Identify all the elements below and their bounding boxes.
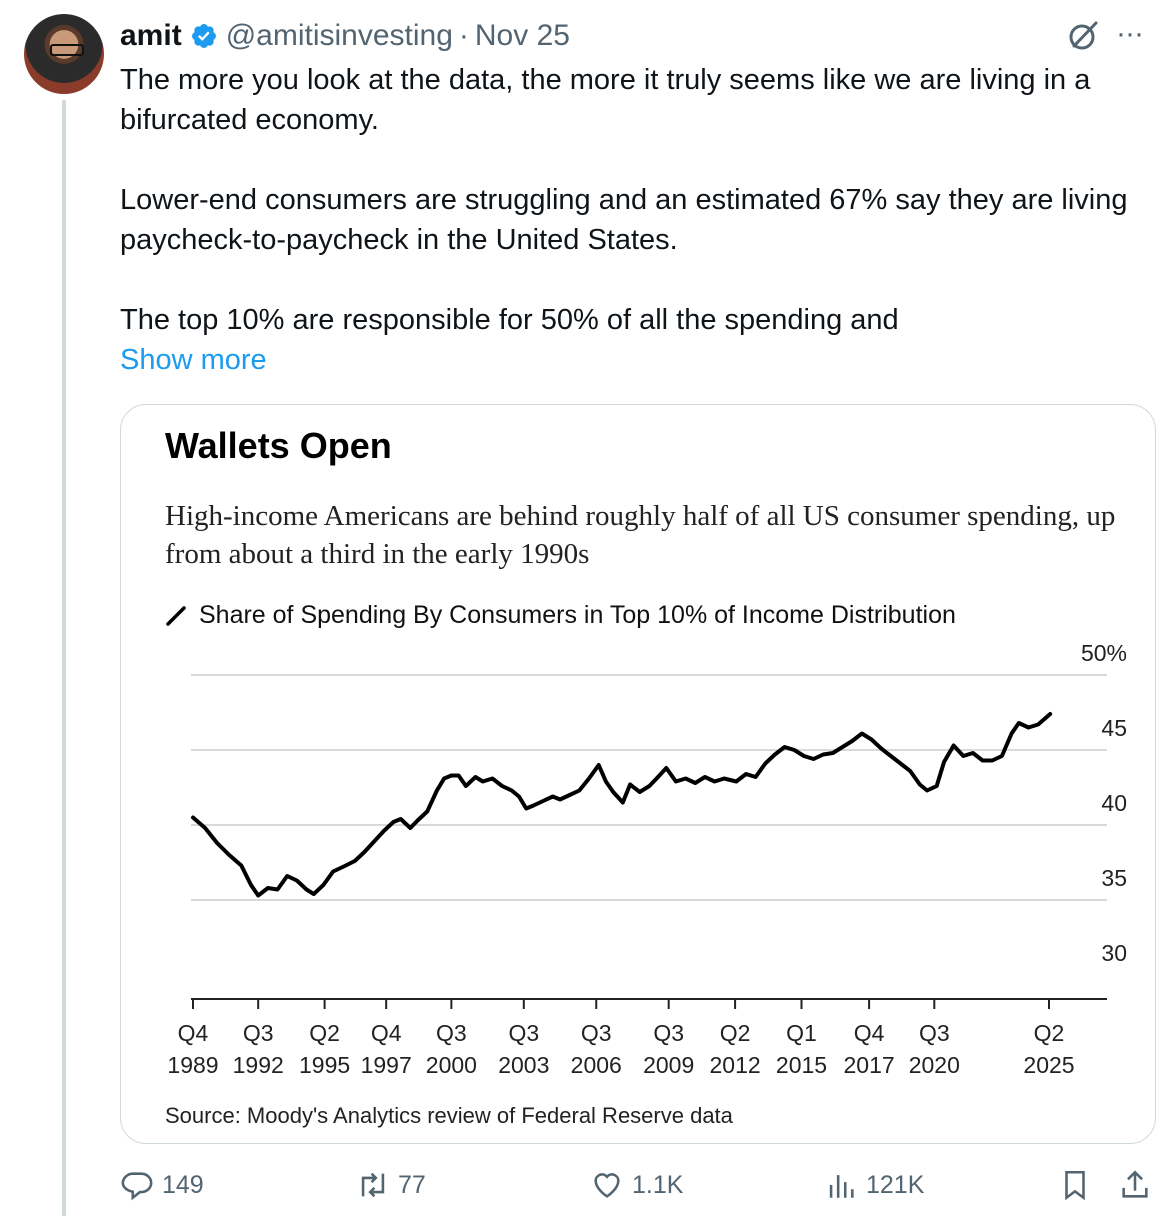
header-separator: · <box>458 19 469 52</box>
chart-source: Source: Moody's Analytics review of Fede… <box>165 1103 733 1128</box>
y-tick-label: 45 <box>1101 715 1127 741</box>
author-handle[interactable]: @amitisinvesting <box>225 19 453 52</box>
grok-icon[interactable] <box>1066 18 1102 54</box>
x-tick-label: Q3 <box>508 1020 539 1046</box>
tweet-paragraph: The top 10% are responsible for 50% of a… <box>120 304 899 336</box>
y-tick-label: 50% <box>1081 640 1127 666</box>
repost-count: 77 <box>398 1170 426 1199</box>
x-tick-label: 1997 <box>361 1052 412 1078</box>
views-button[interactable]: 121K <box>824 1168 924 1202</box>
chart-title: Wallets Open <box>165 425 392 466</box>
author-name[interactable]: amit <box>120 19 182 52</box>
series-line <box>191 712 1053 898</box>
x-tick-label: 2009 <box>643 1052 694 1078</box>
bookmark-icon <box>1065 1170 1085 1201</box>
x-tick-label: 2000 <box>426 1052 477 1078</box>
like-button[interactable]: 1.1K <box>590 1168 683 1202</box>
tweet-header: amit @amitisinvesting · Nov 25 <box>120 16 570 56</box>
x-tick-label: 2017 <box>844 1052 895 1078</box>
avatar-glasses <box>50 44 84 56</box>
x-tick-label: 2015 <box>776 1052 827 1078</box>
share-button[interactable] <box>1118 1168 1160 1202</box>
chart-subtitle: High-income Americans are behind roughly… <box>165 500 1116 570</box>
bookmark-button[interactable] <box>1058 1168 1100 1202</box>
reply-count: 149 <box>162 1170 204 1199</box>
x-tick-label: Q3 <box>653 1020 684 1046</box>
x-tick-label: 1995 <box>299 1052 350 1078</box>
views-count: 121K <box>866 1170 925 1199</box>
x-tick-label: 2025 <box>1023 1052 1074 1078</box>
action-bar: 149 77 1.1K 121K <box>120 1168 1160 1212</box>
x-tick-label: Q4 <box>178 1020 209 1046</box>
y-tick-label: 40 <box>1101 790 1127 816</box>
tweet-paragraph: The more you look at the data, the more … <box>120 64 1091 136</box>
x-tick-label: Q3 <box>919 1020 950 1046</box>
x-tick-label: Q2 <box>1034 1020 1065 1046</box>
x-tick-label: Q3 <box>243 1020 274 1046</box>
reply-button[interactable]: 149 <box>120 1168 204 1202</box>
x-tick-label: 1989 <box>167 1052 218 1078</box>
x-tick-label: Q3 <box>581 1020 612 1046</box>
y-tick-label: 35 <box>1101 865 1127 891</box>
verified-badge-icon <box>191 24 216 48</box>
legend-line-icon <box>166 605 186 626</box>
chart-image-card[interactable]: Wallets Open High-income Americans are b… <box>120 404 1156 1144</box>
x-tick-label: 2012 <box>710 1052 761 1078</box>
like-count: 1.1K <box>632 1170 684 1199</box>
x-tick-label: Q2 <box>309 1020 340 1046</box>
x-tick-label: Q4 <box>854 1020 885 1046</box>
x-tick-label: 2020 <box>909 1052 960 1078</box>
x-tick-label: 1992 <box>233 1052 284 1078</box>
reply-icon <box>121 1172 153 1201</box>
show-more-link[interactable]: Show more <box>120 344 267 376</box>
x-tick-label: Q1 <box>786 1020 817 1046</box>
views-icon <box>829 1175 854 1198</box>
chart-legend: Share of Spending By Consumers in Top 10… <box>165 601 956 630</box>
legend-label: Share of Spending By Consumers in Top 10… <box>199 601 956 629</box>
tweet-text: The more you look at the data, the more … <box>120 60 1160 340</box>
tweet-date[interactable]: Nov 25 <box>474 19 570 52</box>
share-icon <box>1122 1170 1148 1198</box>
avatar[interactable] <box>24 14 104 94</box>
thread-line <box>62 100 66 1216</box>
line-chart: 50% 45 40 35 30 Q4 1989 Q3 1992 Q2 1995 Q4 1997 Q3 200… <box>167 640 1127 1078</box>
more-options-icon[interactable]: ··· <box>1116 17 1144 50</box>
repost-button[interactable]: 77 <box>356 1168 426 1202</box>
tweet-paragraph: Lower-end consumers are struggling and a… <box>120 184 1128 256</box>
y-tick-label: 30 <box>1101 940 1127 966</box>
like-icon <box>594 1173 620 1198</box>
x-tick-label: Q3 <box>436 1020 467 1046</box>
repost-icon <box>361 1172 385 1198</box>
x-tick-label: Q2 <box>720 1020 751 1046</box>
x-tick-label: 2006 <box>571 1052 622 1078</box>
x-tick-label: Q4 <box>371 1020 402 1046</box>
x-tick-label: 2003 <box>498 1052 549 1078</box>
